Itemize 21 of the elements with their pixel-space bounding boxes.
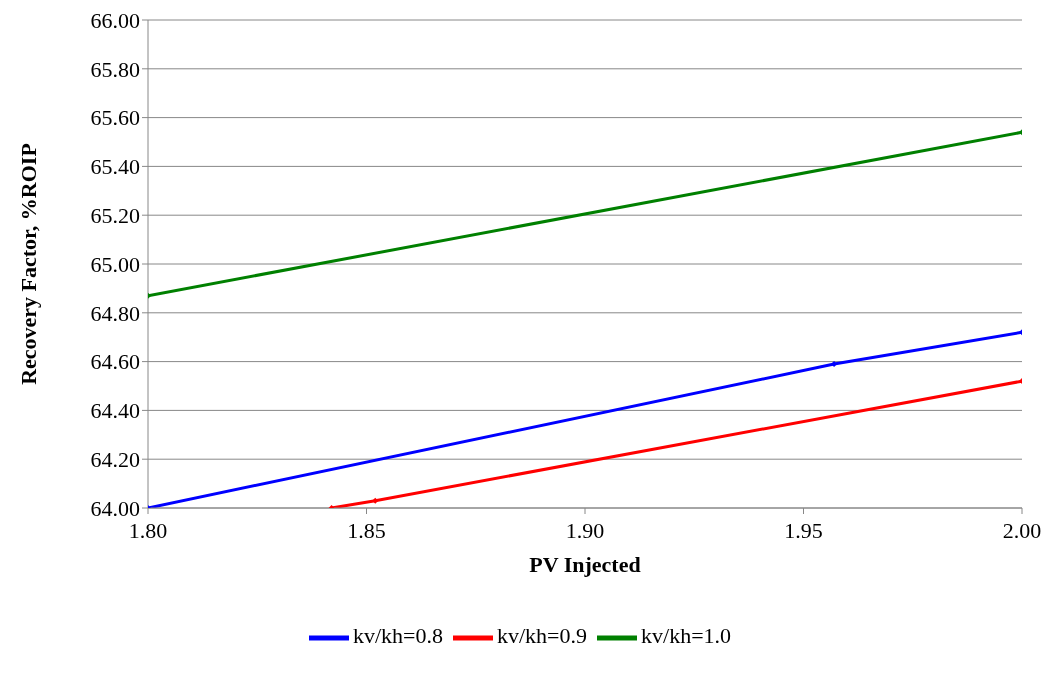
y-tick-label: 64.20 <box>90 447 140 473</box>
y-tick-label: 65.40 <box>90 154 140 180</box>
x-tick-label: 1.90 <box>565 517 605 543</box>
y-axis-title: Recovery Factor, %ROIP <box>15 143 41 385</box>
y-tick-label: 64.80 <box>90 300 140 326</box>
y-tick-label: 64.60 <box>90 349 140 375</box>
legend-label: kv/kh=0.8 <box>352 623 443 649</box>
legend-label: kv/kh=1.0 <box>641 623 732 649</box>
legend-label: kv/kh=0.9 <box>496 623 588 649</box>
y-tick-label: 65.80 <box>90 56 140 82</box>
y-tick-label: 65.60 <box>90 105 140 131</box>
x-axis-title: PV Injected <box>529 551 641 577</box>
y-tick-label: 65.20 <box>90 203 140 229</box>
y-tick-label: 64.40 <box>90 398 140 424</box>
y-tick-label: 66.00 <box>90 7 140 33</box>
x-tick-label: 1.95 <box>784 517 823 543</box>
x-tick-label: 2.00 <box>1002 517 1042 543</box>
point <box>148 505 151 508</box>
point <box>372 497 379 504</box>
x-tick-label: 1.85 <box>347 517 386 543</box>
y-tick-label: 65.00 <box>90 251 140 277</box>
